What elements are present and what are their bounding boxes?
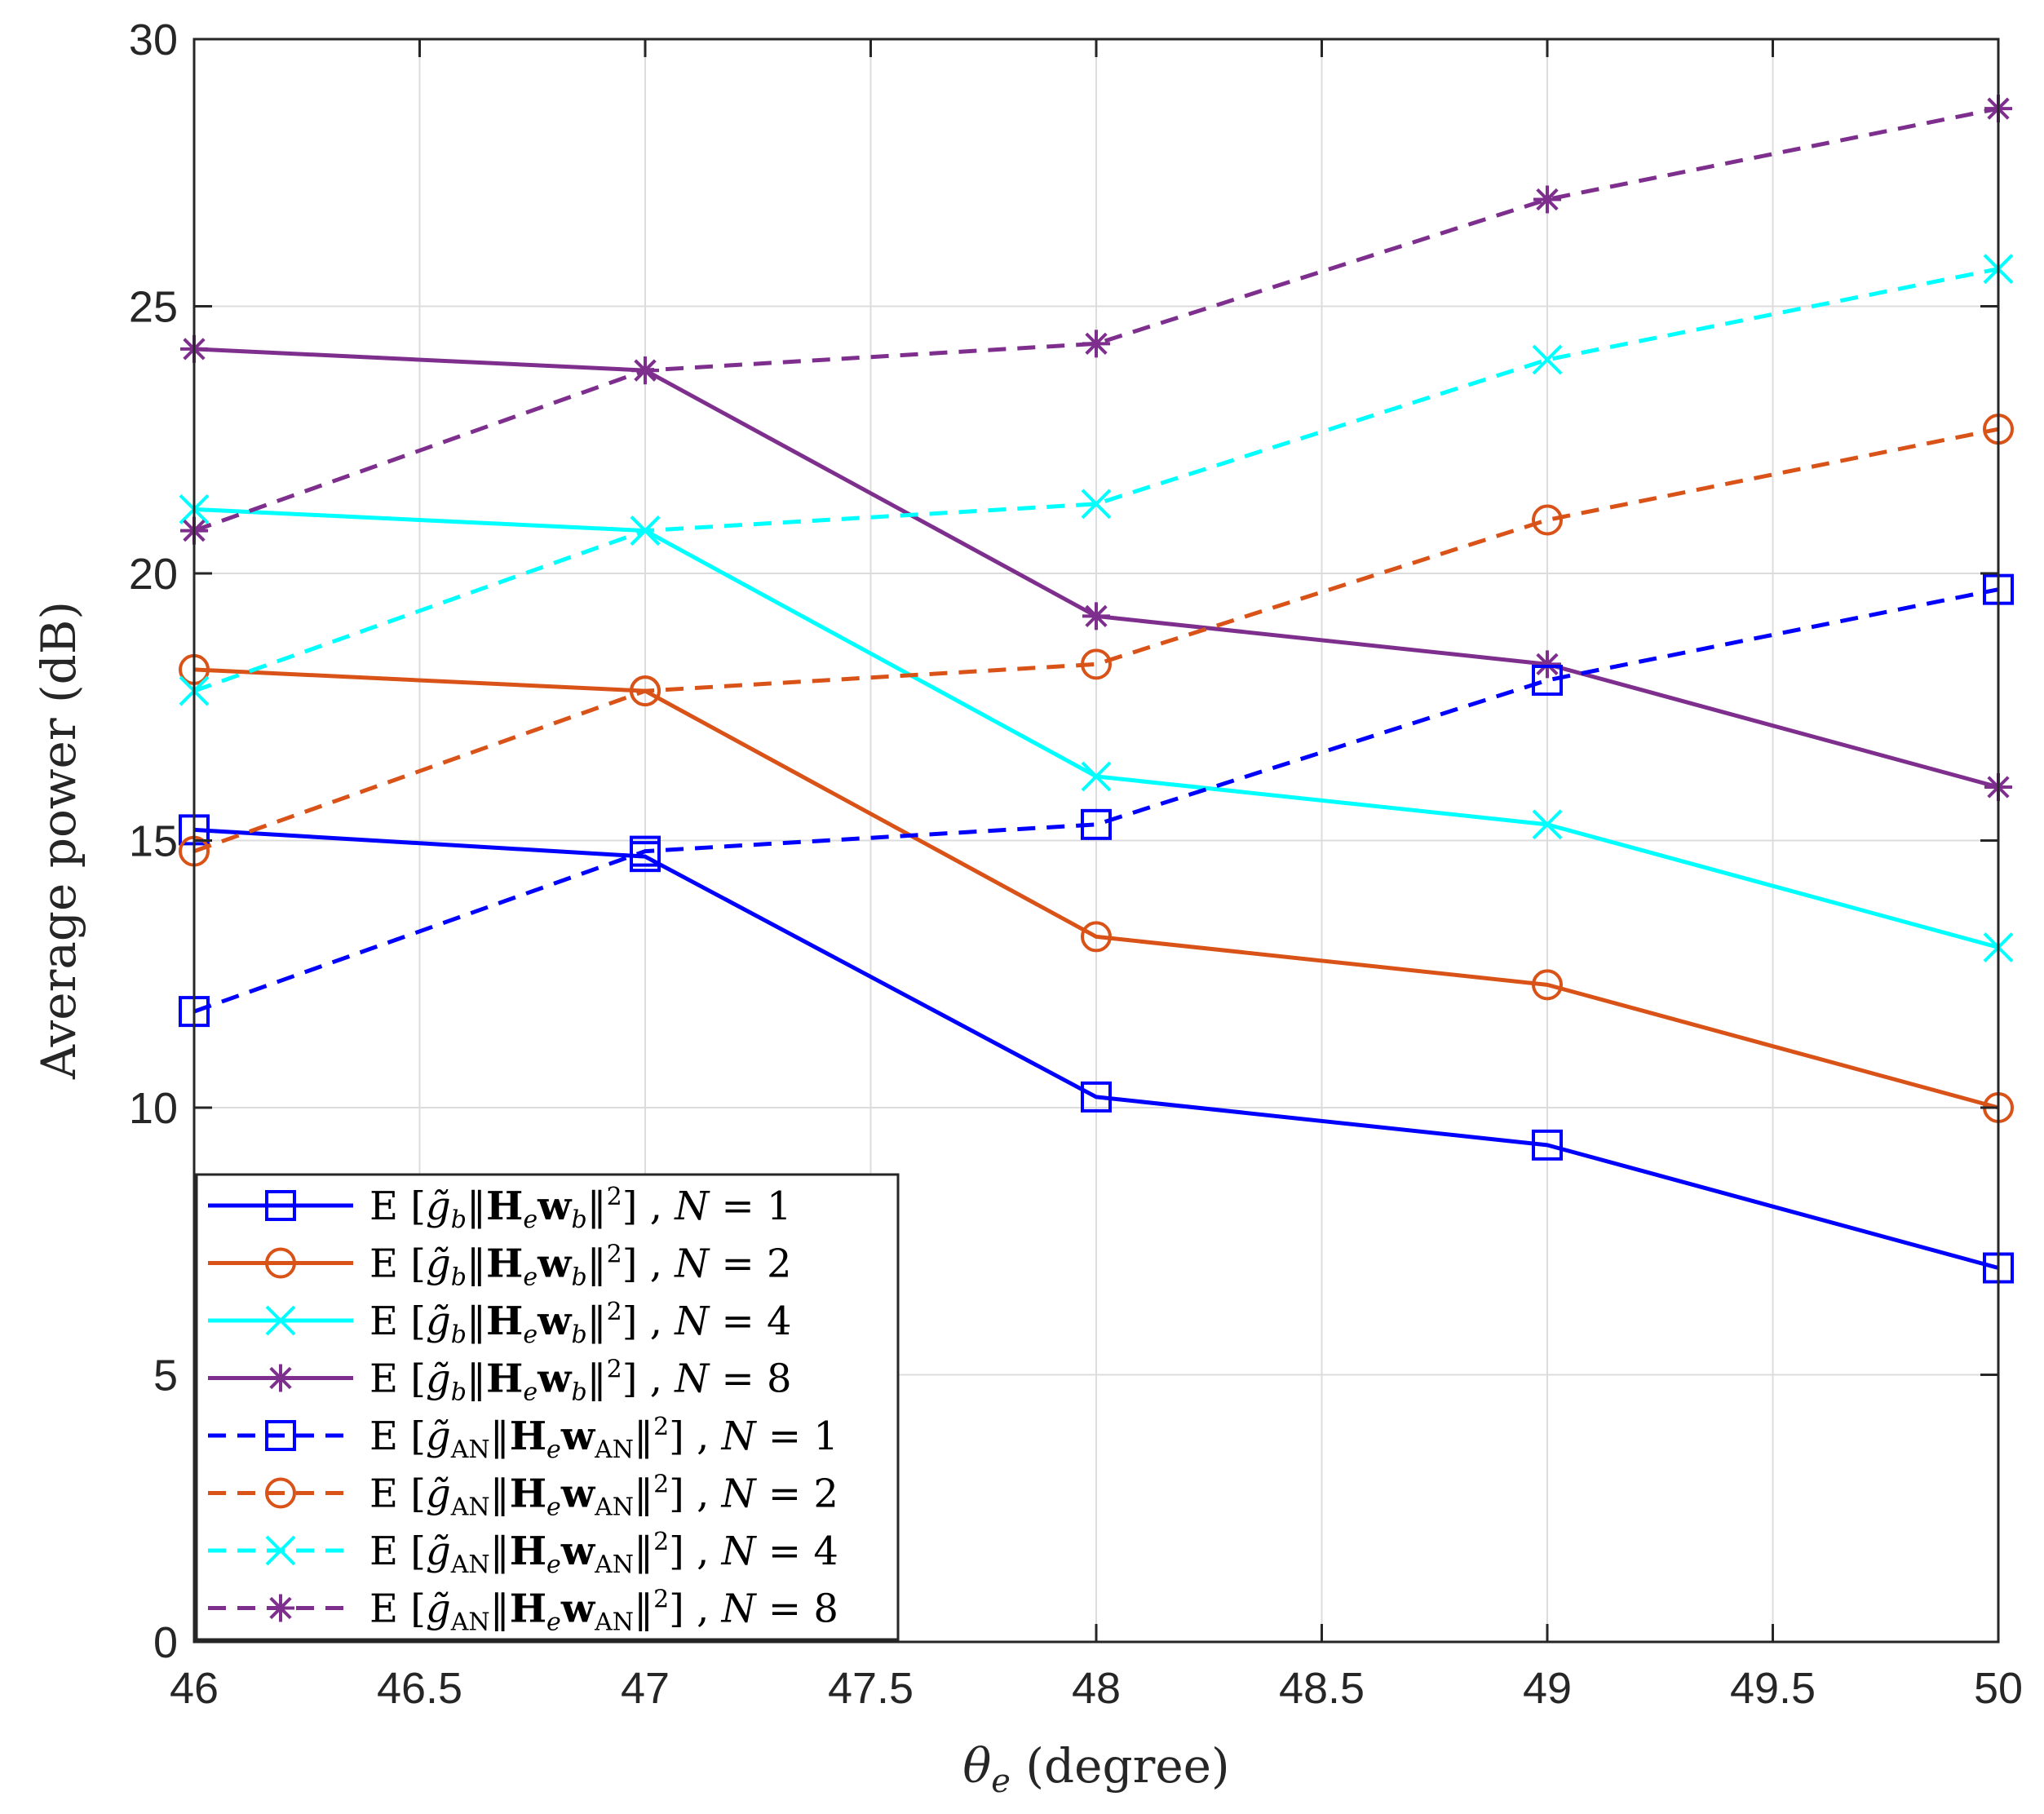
circle-marker xyxy=(1081,921,1112,953)
circle-marker xyxy=(630,675,661,707)
legend-entry: E [g̃b‖Hewb‖2] , N = 4 xyxy=(208,1298,792,1349)
legend-entry: E [g̃b‖Hewb‖2] , N = 2 xyxy=(208,1241,792,1292)
x-marker xyxy=(1081,761,1112,792)
x-tick-label: 47.5 xyxy=(828,1664,914,1713)
x-axis-label-unit: (degree) xyxy=(1011,1738,1230,1794)
square-marker xyxy=(265,1190,296,1221)
y-tick-label: 0 xyxy=(153,1618,178,1667)
x-marker xyxy=(630,515,661,546)
x-tick-label: 46.5 xyxy=(377,1664,462,1713)
legend-entry: E [g̃AN‖HewAN‖2] , N = 2 xyxy=(208,1471,838,1522)
y-tick-label: 5 xyxy=(153,1352,178,1400)
x-marker xyxy=(1532,344,1563,375)
square-marker xyxy=(265,1420,296,1451)
legend-entry: E [g̃b‖Hewb‖2] , N = 1 xyxy=(208,1183,792,1234)
x-marker xyxy=(1081,489,1112,520)
x-tick-label: 48.5 xyxy=(1279,1664,1365,1713)
legend-entry: E [g̃AN‖HewAN‖2] , N = 1 xyxy=(208,1413,838,1464)
x-axis-label-subscript: e xyxy=(991,1763,1011,1800)
circle-marker xyxy=(1081,648,1112,680)
series-line xyxy=(193,827,1999,1270)
star-marker xyxy=(631,356,659,385)
y-tick-label: 15 xyxy=(129,817,178,866)
star-marker xyxy=(1082,330,1110,358)
square-marker xyxy=(1532,665,1563,696)
x-axis-label: θe (degree) xyxy=(962,1738,1229,1800)
x-tick-label: 46 xyxy=(170,1664,219,1713)
x-axis-label-symbol: θ xyxy=(962,1738,991,1794)
y-tick-label: 20 xyxy=(129,550,178,599)
series-line xyxy=(193,106,1999,533)
x-tick-label: 47 xyxy=(621,1664,670,1713)
circle-marker xyxy=(265,1247,296,1279)
ticks: 46 46.5 47 47.5 48 48.5 49 49.5 50 0 5 10 15 20 25 30 xyxy=(129,15,2023,1713)
star-marker xyxy=(267,1594,294,1622)
star-marker xyxy=(1533,650,1561,679)
legend-entry: E [g̃AN‖HewAN‖2] , N = 8 xyxy=(208,1586,838,1637)
x-marker xyxy=(1532,809,1563,840)
legend-label: E [g̃b‖Hewb‖2] , N = 2 xyxy=(369,1241,792,1292)
x-tick-label: 50 xyxy=(1974,1664,2023,1713)
x-marker xyxy=(265,1535,296,1566)
series-line xyxy=(193,587,1999,1014)
legend-entry: E [g̃b‖Hewb‖2] , N = 8 xyxy=(208,1356,792,1407)
y-tick-label: 30 xyxy=(129,15,178,64)
y-tick-label: 10 xyxy=(129,1084,178,1133)
circle-marker xyxy=(1532,504,1563,536)
legend-label: E [g̃AN‖HewAN‖2] , N = 4 xyxy=(369,1528,838,1579)
square-marker xyxy=(1081,808,1112,840)
square-marker xyxy=(630,835,661,867)
x-marker xyxy=(265,1305,296,1336)
series-line xyxy=(193,427,1999,853)
y-tick-label: 25 xyxy=(129,283,178,332)
legend-label: E [g̃AN‖HewAN‖2] , N = 8 xyxy=(369,1586,838,1637)
legend-label: E [g̃b‖Hewb‖2] , N = 1 xyxy=(369,1183,792,1234)
legend-entry: E [g̃AN‖HewAN‖2] , N = 4 xyxy=(208,1528,838,1579)
y-axis-label: Average power (dB) xyxy=(31,601,86,1080)
x-tick-label: 48 xyxy=(1072,1664,1121,1713)
circle-marker xyxy=(1532,969,1563,1001)
series-layer xyxy=(179,95,2014,1284)
star-marker xyxy=(1533,185,1561,214)
star-marker xyxy=(267,1364,294,1392)
legend-label: E [g̃b‖Hewb‖2] , N = 8 xyxy=(369,1356,792,1407)
legend-box xyxy=(195,1173,900,1641)
circle-marker xyxy=(265,1477,296,1509)
square-marker xyxy=(1081,1081,1112,1113)
square-marker xyxy=(1532,1129,1563,1161)
legend-label: E [g̃AN‖HewAN‖2] , N = 1 xyxy=(369,1413,838,1464)
x-tick-label: 49 xyxy=(1523,1664,1572,1713)
series-line xyxy=(193,667,1999,1110)
series-line xyxy=(193,267,1999,693)
legend-label: E [g̃AN‖HewAN‖2] , N = 2 xyxy=(369,1471,838,1522)
x-tick-label: 49.5 xyxy=(1730,1664,1816,1713)
legend: E [g̃b‖Hewb‖2] , N = 1 E [g̃b‖Hewb‖2] , N… xyxy=(195,1173,900,1641)
legend-label: E [g̃b‖Hewb‖2] , N = 4 xyxy=(369,1298,792,1349)
star-marker xyxy=(1082,602,1110,630)
